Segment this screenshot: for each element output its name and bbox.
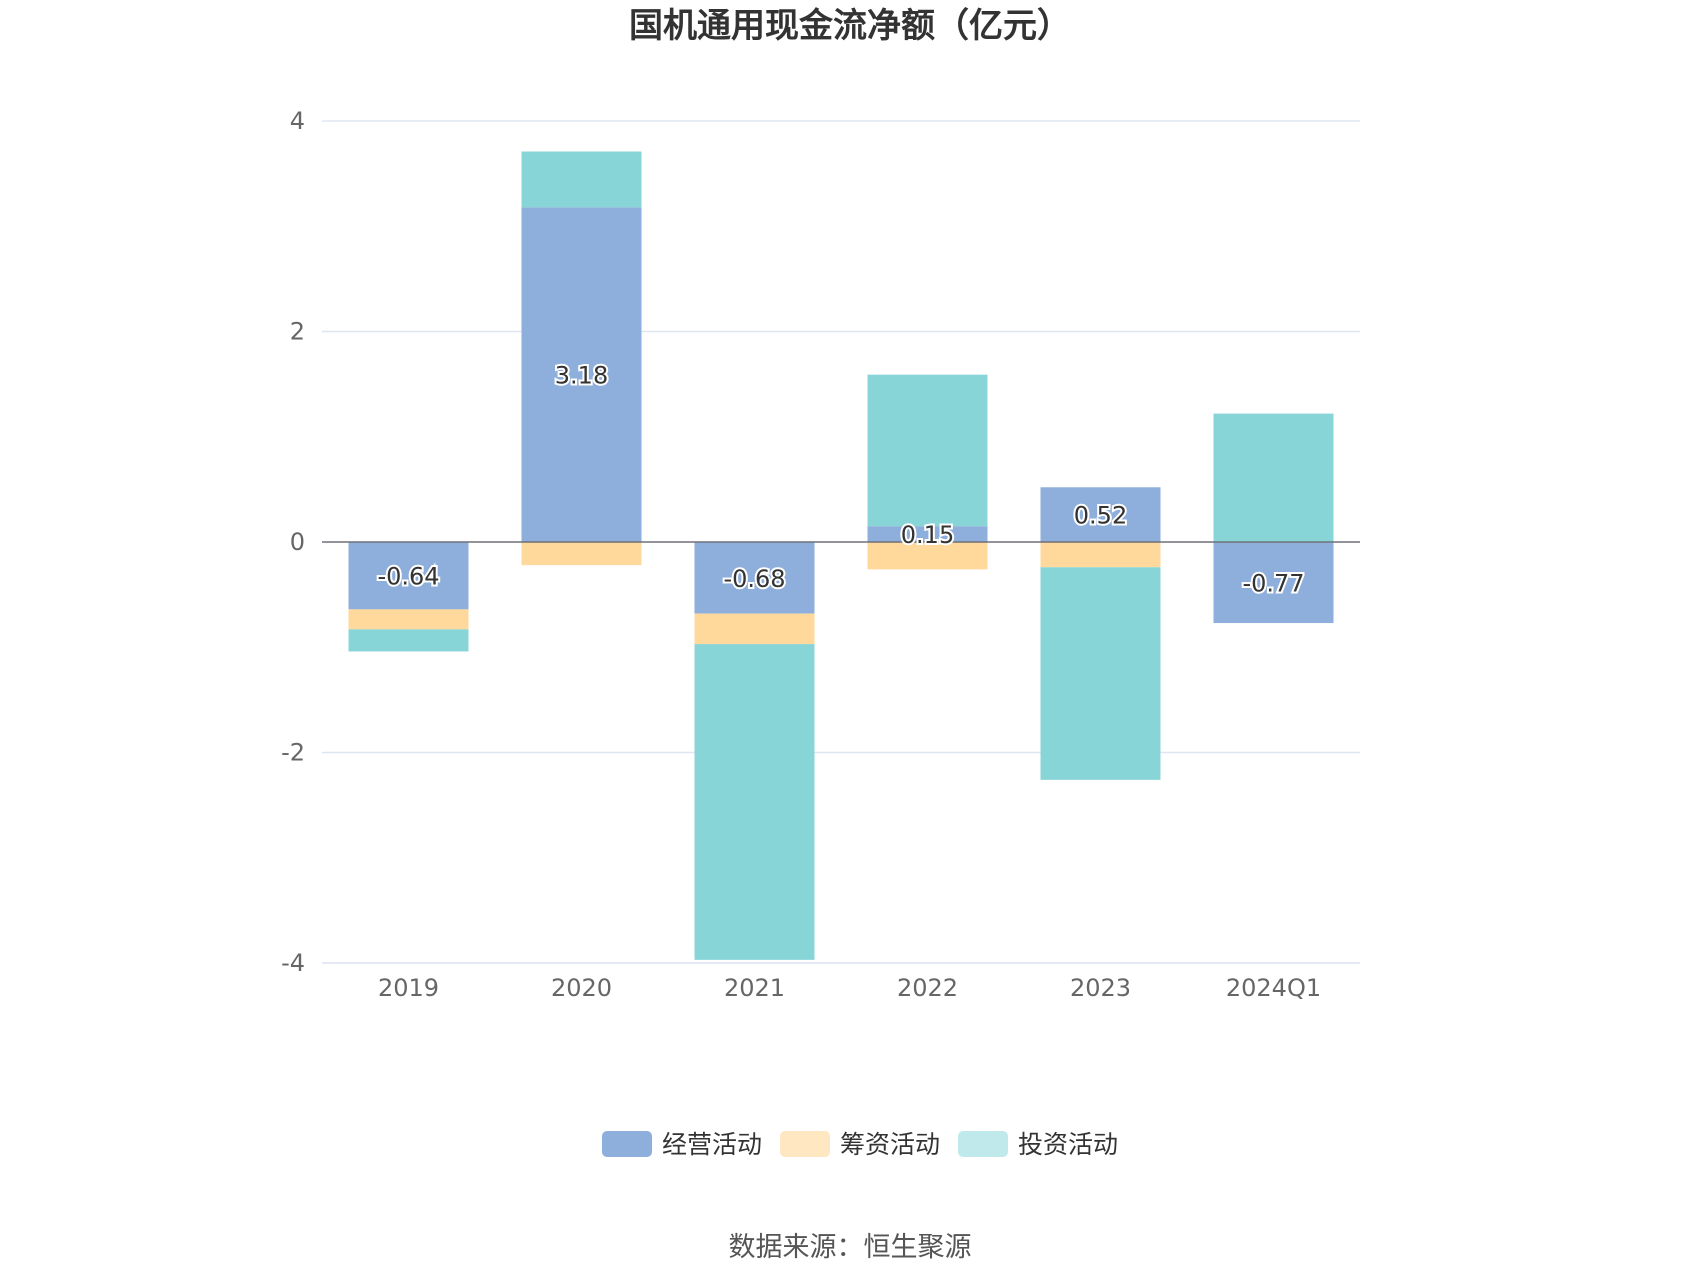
bar-investing-2020[interactable]	[521, 151, 642, 208]
bar-operating-2020[interactable]	[521, 207, 642, 542]
zero-axis	[322, 541, 1360, 964]
x-tick-label: 2023	[1070, 974, 1131, 1002]
data-label-2021: -0.68	[723, 565, 785, 593]
bar-operating-2022[interactable]	[867, 526, 988, 542]
bar-investing-2019[interactable]	[348, 629, 469, 652]
chart-title: 国机通用现金流净额（亿元）	[629, 6, 1071, 46]
bar-operating-2023[interactable]	[1040, 487, 1161, 542]
bar-financing-2023[interactable]	[1040, 542, 1161, 568]
bar-financing-2020[interactable]	[521, 542, 642, 566]
legend-label-investing[interactable]: 投资活动	[1018, 1130, 1118, 1159]
x-tick-label: 2019	[378, 974, 439, 1002]
bars	[348, 151, 1334, 960]
data-label-2020: 3.18	[555, 362, 608, 390]
y-axis: 4 2 0 -2 -4	[281, 107, 305, 977]
legend: 经营活动 筹资活动 投资活动	[602, 1130, 1118, 1159]
bar-investing-2023[interactable]	[1040, 567, 1161, 780]
data-label-2024Q1: -0.77	[1242, 570, 1304, 598]
bar-investing-2021[interactable]	[694, 644, 815, 960]
x-tick-label: 2021	[724, 974, 785, 1002]
legend-label-financing[interactable]: 筹资活动	[840, 1130, 940, 1159]
legend-swatch-operating[interactable]	[602, 1131, 652, 1157]
data-labels: -0.64 3.18 -0.68 0.15 0.52 -0.77	[375, 360, 1306, 600]
data-label-2023: 0.52	[1074, 502, 1127, 530]
bar-operating-2024Q1[interactable]	[1213, 542, 1334, 624]
x-axis: 2019 2020 2021 2022 2023 2024Q1	[378, 974, 1321, 1002]
bar-operating-2019[interactable]	[348, 542, 469, 610]
y-tick-label: 4	[290, 107, 305, 135]
data-source-note: 数据来源：恒生聚源	[729, 1232, 972, 1263]
legend-swatch-investing[interactable]	[958, 1131, 1008, 1157]
bar-investing-2024Q1[interactable]	[1213, 413, 1334, 542]
y-tick-label: -2	[281, 739, 305, 767]
legend-swatch-financing[interactable]	[780, 1131, 830, 1157]
data-label-2022: 0.15	[901, 521, 954, 549]
x-tick-label: 2020	[551, 974, 612, 1002]
x-tick-label: 2022	[897, 974, 958, 1002]
y-tick-label: 2	[290, 318, 305, 346]
y-tick-label: 0	[290, 528, 305, 556]
x-tick-label: 2024Q1	[1226, 974, 1321, 1002]
bar-financing-2021[interactable]	[694, 613, 815, 645]
bar-financing-2022[interactable]	[867, 542, 988, 570]
y-tick-label: -4	[281, 949, 305, 977]
legend-label-operating[interactable]: 经营活动	[662, 1130, 762, 1159]
bar-financing-2019[interactable]	[348, 609, 469, 630]
bar-operating-2021[interactable]	[694, 542, 815, 614]
data-label-2019: -0.64	[377, 563, 439, 591]
bar-investing-2022[interactable]	[867, 374, 988, 527]
